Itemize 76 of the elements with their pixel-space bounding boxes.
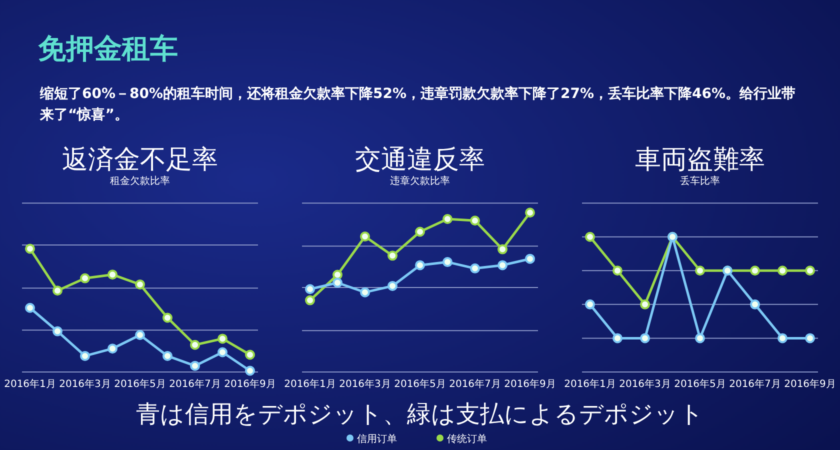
chart-title: 返済金不足率: [62, 145, 218, 175]
point: [190, 360, 200, 371]
point: [612, 266, 622, 276]
point: [162, 350, 172, 361]
legend-label: 传统订单: [447, 433, 487, 445]
x-tick-label: 2016年9月: [224, 378, 276, 390]
point: [612, 333, 622, 344]
point: [108, 344, 118, 354]
point: [245, 366, 255, 376]
x-tick-label: 2016年3月: [339, 378, 391, 390]
point: [640, 299, 650, 310]
point: [470, 263, 480, 274]
x-tick-label: 2016年1月: [4, 378, 56, 390]
point: [305, 284, 315, 294]
point: [778, 333, 788, 344]
point: [640, 333, 650, 344]
text: 免押金租车: [38, 32, 178, 65]
point: [805, 266, 815, 276]
point: [415, 226, 425, 237]
point: [52, 286, 62, 296]
chart-subtitle: 丢车比率: [680, 175, 720, 187]
x-tick-label: 2016年3月: [59, 378, 111, 390]
x-tick-label: 2016年1月: [284, 378, 336, 390]
x-tick-label: 2016年7月: [729, 378, 781, 390]
x-tick-label: 2016年5月: [394, 378, 446, 390]
point: [442, 214, 452, 224]
legend-label: 信用订单: [357, 433, 397, 445]
point: [388, 280, 398, 291]
point: [80, 350, 90, 361]
chart-subtitle: 租金欠款比率: [110, 175, 170, 187]
chart-title: 車両盗難率: [635, 145, 765, 175]
point: [305, 295, 315, 306]
point: [135, 279, 145, 290]
point: [162, 312, 172, 323]
point: [25, 244, 35, 254]
point: [332, 270, 342, 280]
point: [218, 334, 228, 344]
point: [360, 287, 370, 298]
point: [585, 232, 595, 242]
point: [695, 266, 705, 276]
point: [750, 299, 760, 310]
point: [388, 250, 398, 261]
chart-subtitle: 违章欠款比率: [390, 175, 450, 187]
x-tick-label: 2016年5月: [114, 378, 166, 390]
point: [108, 270, 118, 280]
point: [332, 278, 342, 288]
text: 青は信用をデポジット、緑は支払によるデポジット: [136, 400, 704, 428]
x-tick-label: 2016年9月: [784, 378, 836, 390]
chart-title: 交通違反率: [355, 145, 485, 175]
point: [525, 208, 535, 218]
point: [585, 299, 595, 310]
point: [750, 266, 760, 276]
point: [695, 333, 705, 344]
point: [498, 260, 508, 270]
point: [218, 347, 228, 358]
point: [805, 333, 815, 344]
point: [245, 350, 255, 360]
text: 缩短了60%－80%的租车时间，还将租金欠款率下降52%，违章罚款欠款率下降了27%，丢车比率下降46%。给行业带来了“惊喜”。: [39, 85, 796, 123]
x-tick-label: 2016年5月: [674, 378, 726, 390]
point: [135, 330, 145, 340]
point: [415, 260, 425, 270]
point: [525, 254, 535, 264]
point: [498, 244, 508, 254]
x-tick-label: 2016年3月: [619, 378, 671, 390]
point: [360, 232, 370, 242]
x-tick-label: 2016年7月: [169, 378, 221, 390]
point: [442, 257, 452, 268]
x-tick-label: 2016年1月: [564, 378, 616, 390]
x-tick-label: 2016年7月: [449, 378, 501, 390]
point: [25, 302, 35, 313]
point: [80, 273, 90, 284]
x-tick-label: 2016年9月: [504, 378, 556, 390]
point: [470, 216, 480, 226]
point: [52, 326, 62, 336]
point: [190, 340, 200, 350]
point: [778, 266, 788, 276]
